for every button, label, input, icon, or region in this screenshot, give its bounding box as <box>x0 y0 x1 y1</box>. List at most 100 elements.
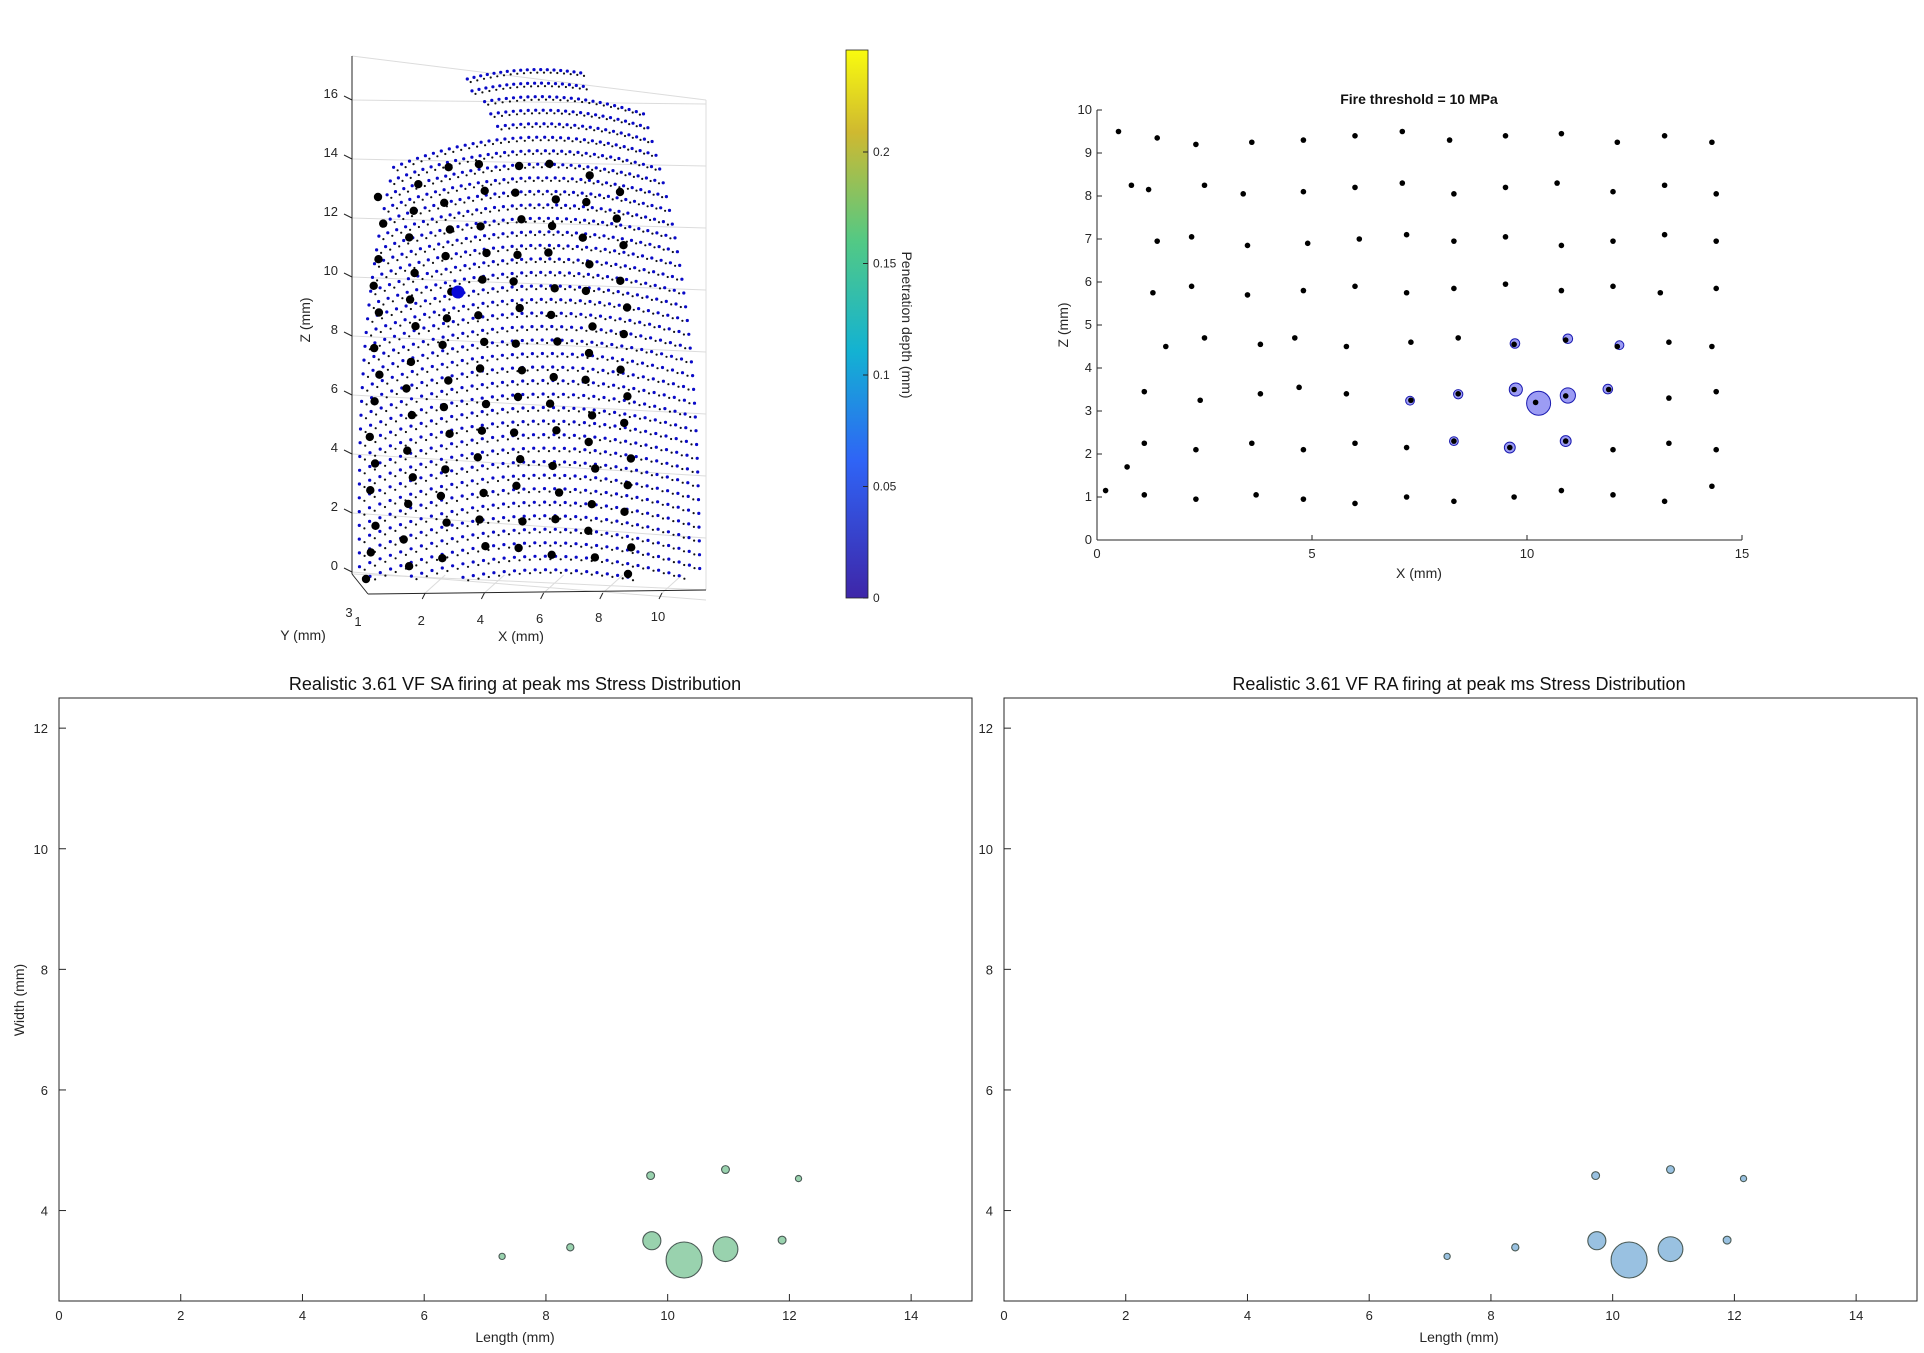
mesh-point <box>660 462 663 465</box>
mesh-point <box>464 187 467 190</box>
mesh-point <box>477 293 480 296</box>
mesh-point <box>477 87 481 91</box>
z-gridline <box>351 276 707 291</box>
mesh-point <box>445 488 448 491</box>
mesh-point <box>660 234 663 237</box>
mesh-point <box>627 133 631 137</box>
mesh-point <box>378 543 382 547</box>
mesh-point <box>622 385 626 389</box>
mesh-point <box>399 550 403 554</box>
mesh-point <box>430 275 434 278</box>
mesh-point <box>656 554 661 559</box>
mesh-point <box>394 307 399 311</box>
mesh-point <box>535 301 538 304</box>
receptor-point <box>516 455 525 464</box>
mesh-point <box>564 288 567 291</box>
mesh-point <box>480 464 485 468</box>
fire-x-tick-label: 10 <box>1520 546 1534 561</box>
mesh-point <box>511 474 515 478</box>
receptor-point <box>1154 238 1160 244</box>
mesh-point <box>647 378 650 381</box>
mesh-point <box>603 423 607 427</box>
mesh-point <box>457 309 460 313</box>
mesh-point <box>587 178 592 182</box>
mesh-point <box>661 314 665 317</box>
mesh-point <box>385 193 389 197</box>
mesh-point <box>428 209 431 212</box>
mesh-point <box>633 322 636 325</box>
mesh-point <box>411 342 415 346</box>
mesh-point <box>404 458 407 461</box>
receptor-point <box>1451 498 1457 505</box>
mesh-point <box>601 183 604 186</box>
x-gridline <box>543 574 564 594</box>
fire-y-tick-label: 6 <box>1085 274 1092 289</box>
mesh-point <box>526 122 531 126</box>
x-tick-label: 10 <box>1605 1308 1619 1323</box>
mesh-point <box>490 368 494 372</box>
receptor-point <box>509 428 519 437</box>
receptor-point <box>1610 446 1616 453</box>
mesh-point <box>572 420 576 424</box>
mesh-point <box>628 267 632 270</box>
mesh-point <box>421 167 425 171</box>
mesh-point <box>389 248 392 251</box>
mesh-point <box>558 477 561 480</box>
mesh-point <box>358 468 362 472</box>
mesh-point <box>404 430 407 434</box>
mesh-point <box>591 381 596 385</box>
mesh-point <box>489 210 492 213</box>
mesh-point <box>388 217 392 221</box>
z-tick-label: 14 <box>324 145 338 160</box>
mesh-point <box>431 337 435 341</box>
mesh-point <box>565 166 569 169</box>
mesh-point <box>520 271 524 275</box>
mesh-point <box>419 530 423 534</box>
mesh-point <box>444 267 448 271</box>
receptor-point <box>623 481 632 490</box>
mesh-point <box>631 551 634 555</box>
mesh-point <box>589 313 593 317</box>
mesh-point <box>605 558 609 562</box>
mesh-point <box>526 382 529 386</box>
mesh-point <box>404 512 407 516</box>
mesh-point <box>497 223 500 226</box>
mesh-point <box>594 166 598 170</box>
mesh-point <box>460 440 464 444</box>
mesh-point <box>626 291 630 295</box>
mesh-point <box>515 302 519 305</box>
mesh-point <box>527 162 531 166</box>
mesh-point <box>674 264 677 267</box>
mesh-point <box>584 181 587 184</box>
receptor-point <box>1145 186 1152 193</box>
receptor-point <box>619 241 628 250</box>
mesh-point <box>646 552 650 556</box>
mesh-point <box>574 83 578 88</box>
mesh-point <box>487 521 490 525</box>
mesh-point <box>655 297 659 301</box>
mesh-point <box>611 169 615 173</box>
mesh-point <box>610 342 614 347</box>
mesh-point <box>580 191 584 195</box>
receptor-point <box>1610 492 1616 498</box>
mesh-point <box>415 156 420 160</box>
mesh-point <box>646 566 650 570</box>
mesh-point <box>588 451 592 454</box>
mesh-point <box>469 240 472 243</box>
mesh-point <box>363 344 367 348</box>
stress-bubble <box>777 1235 787 1245</box>
receptor-point <box>1201 182 1208 189</box>
receptor-point <box>374 308 384 317</box>
mesh-point <box>562 96 566 100</box>
mesh-point <box>576 73 579 76</box>
mesh-point <box>540 324 544 328</box>
mesh-point <box>575 180 578 183</box>
mesh-point <box>585 88 588 91</box>
mesh-point <box>609 467 612 470</box>
receptor-point <box>1343 343 1350 350</box>
mesh-point <box>506 249 509 252</box>
mesh-point <box>572 204 577 208</box>
mesh-point <box>553 541 558 545</box>
mesh-point <box>575 244 579 249</box>
mesh-point <box>604 181 609 185</box>
